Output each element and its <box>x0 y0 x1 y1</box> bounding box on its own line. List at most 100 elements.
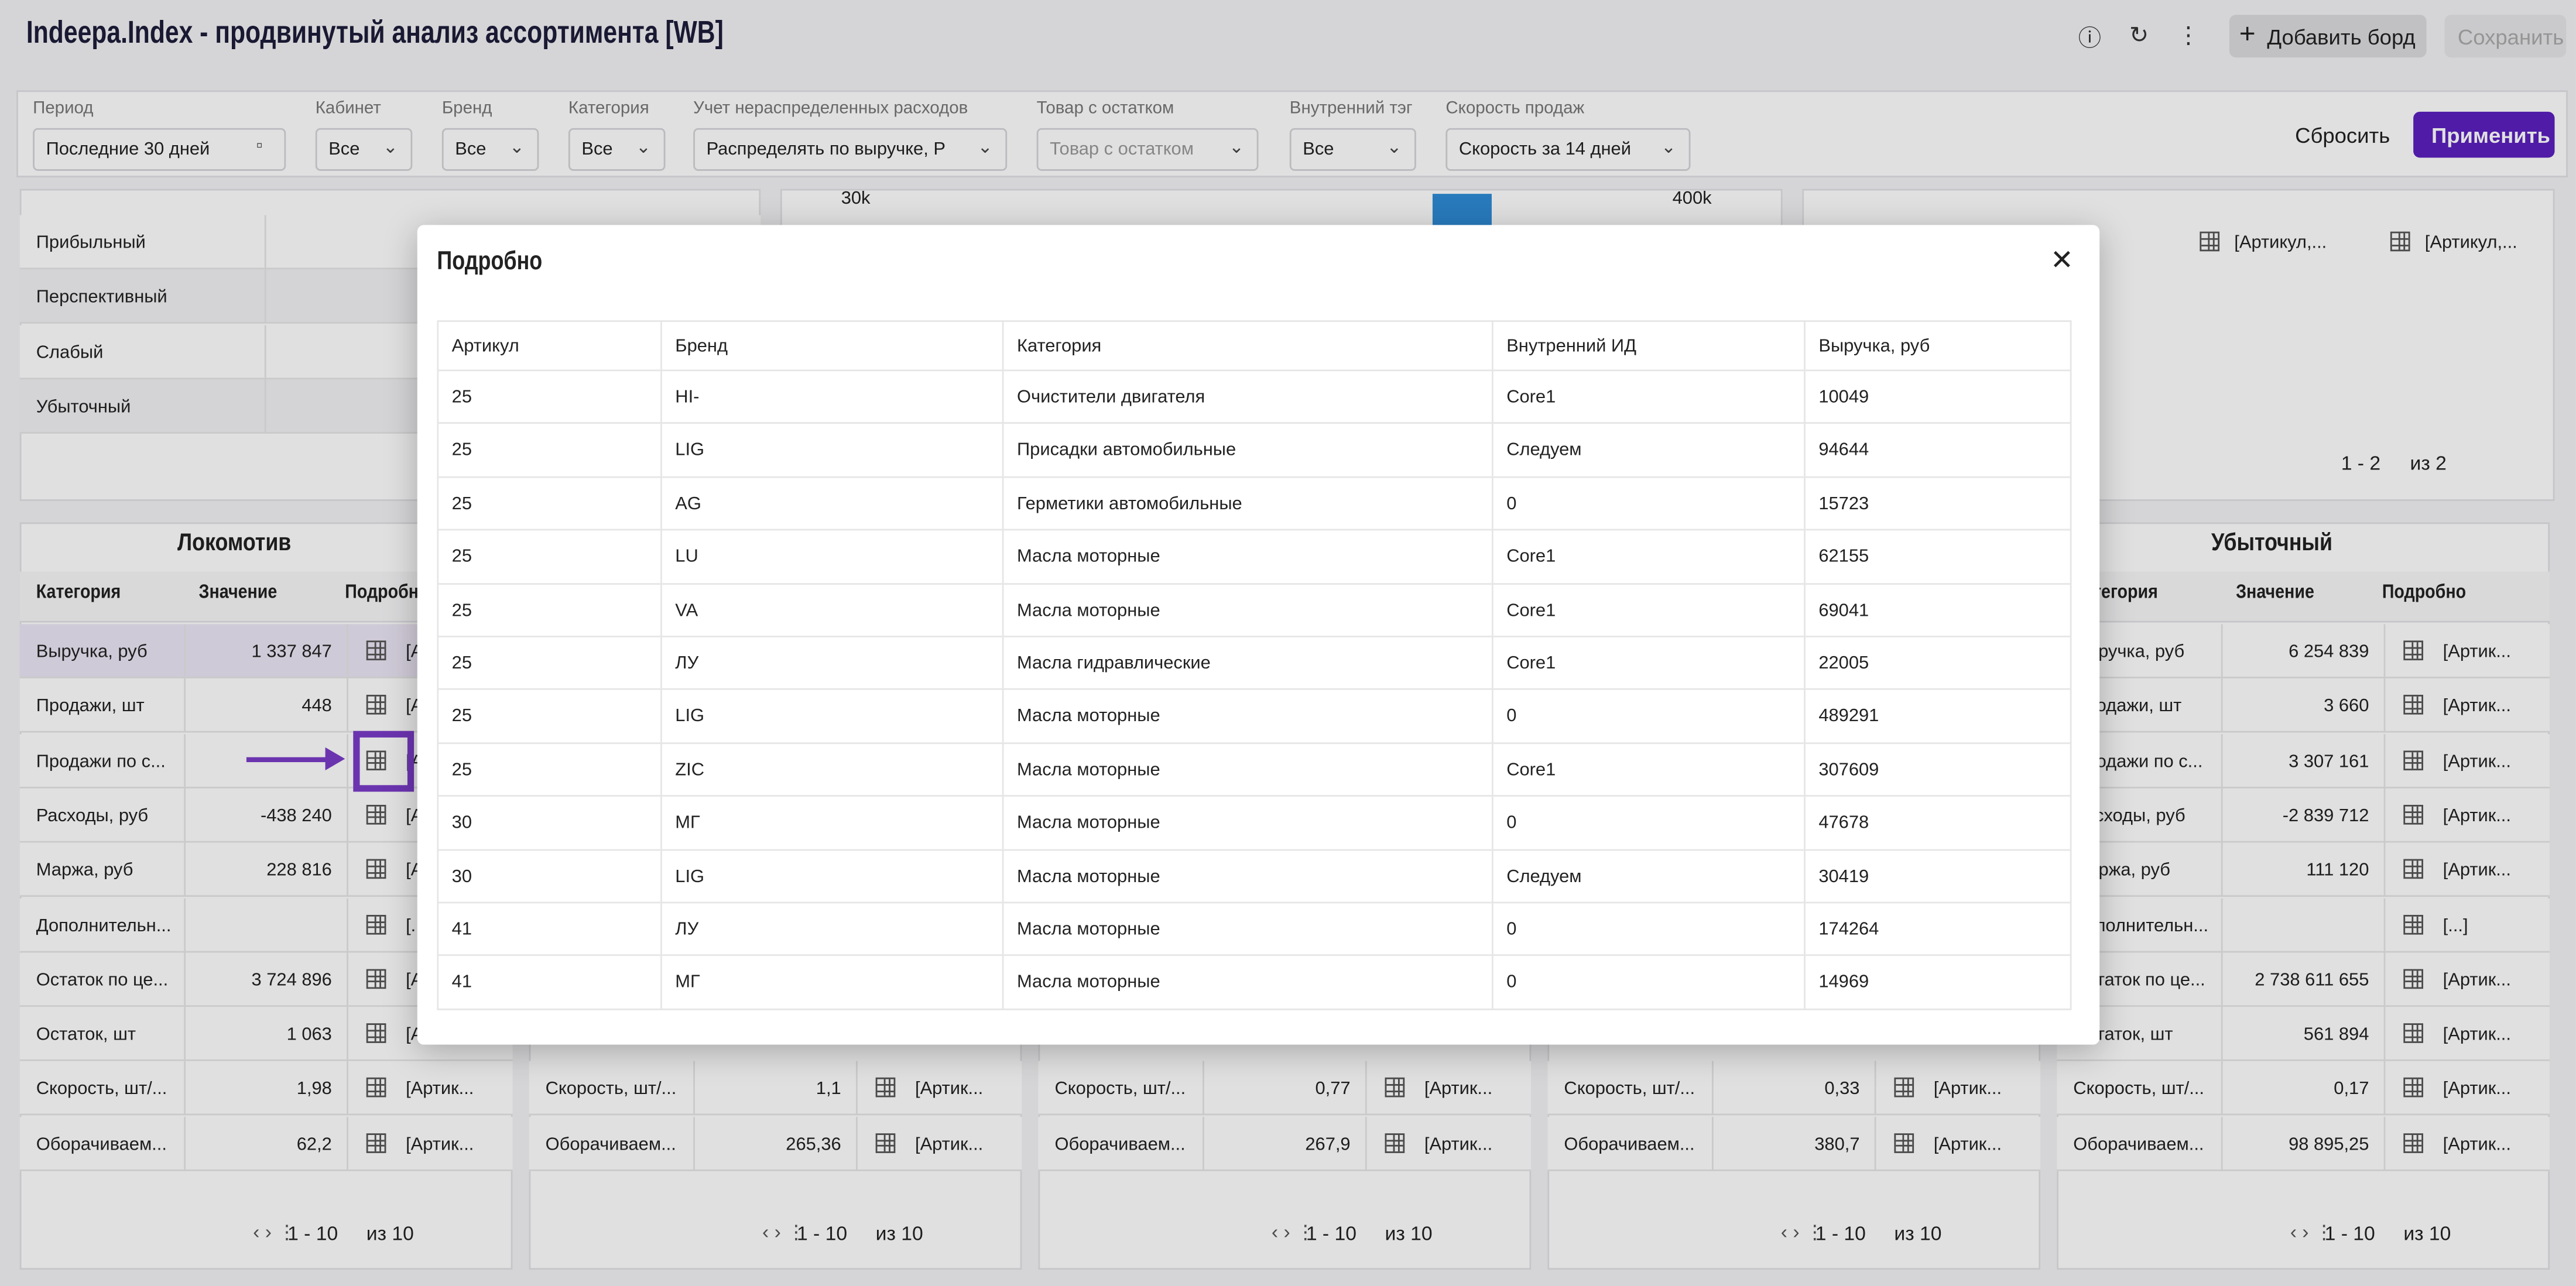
filter-select[interactable] <box>33 128 286 171</box>
header-icon[interactable]: ↻ <box>2129 21 2149 48</box>
details-cell[interactable]: [Артик... <box>1933 1079 2002 1100</box>
category-cell: Выручка, руб <box>36 642 148 662</box>
cell: LU <box>675 547 698 567</box>
add-board-button[interactable] <box>2229 15 2427 58</box>
value-cell: 228 816 <box>266 860 332 881</box>
details-cell[interactable]: [Артик... <box>2443 1025 2511 1045</box>
column-divider <box>660 320 662 1010</box>
filter-label: Товар с остатком <box>1036 98 1174 119</box>
details-cell[interactable]: [Артик... <box>2443 1079 2511 1100</box>
filter-select[interactable] <box>1289 128 1416 171</box>
cell-divider <box>2221 1061 2223 1116</box>
page-total: из 2 <box>2410 451 2447 475</box>
category-cell: Скорость, шт/... <box>545 1079 677 1100</box>
cell: 14969 <box>1818 973 1869 993</box>
table-icon <box>2200 231 2220 252</box>
value-cell: 0,77 <box>1315 1079 1351 1100</box>
cell-divider <box>347 733 348 788</box>
value-cell: 1 337 847 <box>251 642 332 662</box>
cell: 62155 <box>1818 547 1869 567</box>
column-divider <box>1002 320 1004 1010</box>
cell-divider <box>1203 1116 1204 1171</box>
header-icon[interactable]: ⓘ <box>2078 25 2102 51</box>
filter-label: Внутренний тэг <box>1289 98 1413 119</box>
details-cell[interactable]: [Артик... <box>406 1134 474 1154</box>
filter-caret: ⌄ <box>382 138 398 158</box>
cell-divider <box>2383 1061 2386 1116</box>
details-cell[interactable]: [Артик... <box>2443 806 2511 827</box>
axis-label: 30k <box>841 188 871 209</box>
filter-select[interactable] <box>568 128 666 171</box>
col-header-bg <box>2057 571 2550 623</box>
cell: ZIC <box>675 760 705 780</box>
row <box>437 956 2072 1010</box>
cell: Очистители двигателя <box>1016 387 1205 407</box>
filter-label: Период <box>33 98 94 119</box>
cell: Масла моторные <box>1016 866 1160 887</box>
cell-divider <box>2221 952 2223 1007</box>
filter-select[interactable] <box>693 128 1008 171</box>
column-divider <box>1804 320 1806 1010</box>
close-button[interactable]: ✕ <box>2050 245 2074 276</box>
details-cell[interactable]: [Артик... <box>1933 1134 2002 1154</box>
panel-title: Локомотив <box>177 529 292 557</box>
reset-button[interactable]: Сбросить <box>2295 123 2390 148</box>
panel-title: Убыточный <box>2211 529 2332 557</box>
cell-divider <box>2221 788 2223 843</box>
row <box>2057 897 2550 952</box>
details-cell[interactable]: [Артик... <box>406 1079 474 1100</box>
filter-select[interactable] <box>441 128 539 171</box>
details-cell[interactable]: [Артик... <box>1424 1134 1493 1154</box>
row <box>2057 624 2550 678</box>
cell-divider <box>184 1116 186 1171</box>
details-cell[interactable]: [Артик... <box>2443 642 2511 662</box>
details-cell[interactable]: [Артик... <box>2443 970 2511 990</box>
table-icon <box>1894 1078 1914 1098</box>
value-cell: 0,17 <box>2334 1079 2369 1100</box>
row <box>437 797 2072 851</box>
save-button[interactable] <box>2444 15 2567 58</box>
details-cell[interactable]: [Артик... <box>914 1079 984 1100</box>
value-cell: 1 063 <box>286 1025 332 1045</box>
cell: 25 <box>451 653 472 674</box>
cell-divider <box>184 952 186 1007</box>
table-icon <box>2403 1133 2423 1153</box>
apply-button[interactable] <box>2413 111 2555 158</box>
details-cell[interactable]: [Артик... <box>2443 860 2511 881</box>
filter-value: Товар с остатком <box>1050 141 1194 160</box>
value-cell: 561 894 <box>2303 1025 2369 1045</box>
cell: Core1 <box>1506 387 1556 407</box>
cell: 41 <box>451 920 472 940</box>
cell: 47678 <box>1818 813 1869 834</box>
table-icon <box>2403 695 2423 715</box>
details-cell[interactable]: [Артик... <box>2443 697 2511 717</box>
filter-select[interactable] <box>1036 128 1259 171</box>
details-cell[interactable]: [Артик... <box>2443 1134 2511 1154</box>
cell-divider <box>264 215 266 270</box>
details-cell[interactable]: [Артикул,... <box>2234 233 2327 253</box>
cell-divider <box>2383 843 2386 897</box>
details-cell[interactable]: [Артик... <box>1424 1079 1493 1100</box>
table-icon <box>2403 1023 2423 1044</box>
cell: Масла гидравлические <box>1016 653 1211 674</box>
row <box>2057 733 2550 788</box>
details-cell[interactable]: [...] <box>2443 915 2468 936</box>
filter-select[interactable] <box>1445 128 1691 171</box>
filter-caret: ▫ <box>256 136 263 156</box>
cell: Масла моторные <box>1016 707 1160 727</box>
cell-divider <box>2221 678 2223 733</box>
value-cell: 267,9 <box>1305 1134 1351 1154</box>
cell: 25 <box>451 600 472 620</box>
header-icon[interactable]: ⋮ <box>2177 21 2200 48</box>
cell-divider <box>347 1116 348 1171</box>
cell: 0 <box>1506 973 1517 993</box>
details-cell[interactable]: [Артикул,... <box>2424 233 2517 253</box>
page-total: из 10 <box>875 1222 923 1246</box>
value-cell: 98 895,25 <box>2289 1134 2369 1154</box>
filter-select[interactable] <box>315 128 413 171</box>
table-icon <box>875 1133 896 1153</box>
row <box>2057 788 2550 843</box>
details-cell[interactable]: [Артик... <box>914 1134 984 1154</box>
cell-divider <box>693 1061 695 1116</box>
details-cell[interactable]: [Артик... <box>2443 752 2511 771</box>
